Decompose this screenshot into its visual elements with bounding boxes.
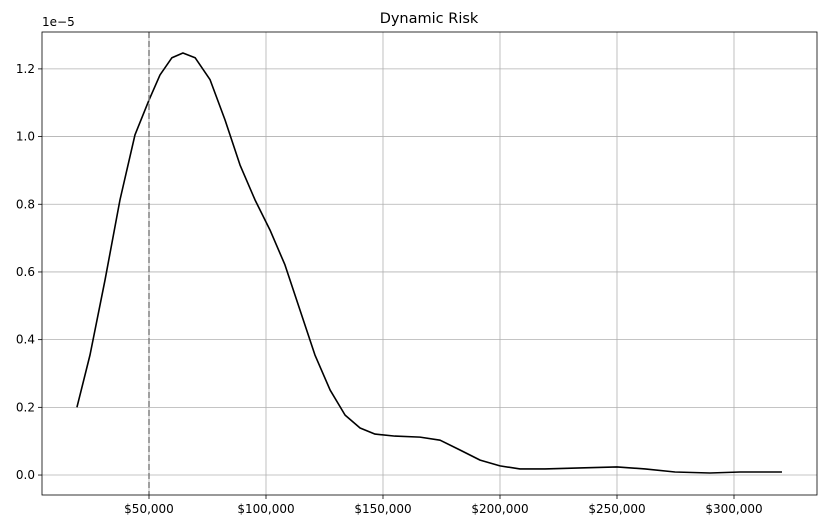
plot-frame: [41, 31, 818, 496]
x-tick-label: $200,000: [471, 502, 528, 516]
x-tick-label: $300,000: [705, 502, 762, 516]
x-tick-label: $150,000: [354, 502, 411, 516]
x-tick-label: $50,000: [124, 502, 174, 516]
y-tick-label: 0.6: [16, 265, 35, 279]
y-tick-label: 1.0: [16, 130, 35, 144]
chart-title: Dynamic Risk: [380, 11, 479, 27]
y-offset-label: 1e−5: [42, 15, 75, 29]
y-tick-label: 0.2: [16, 400, 35, 414]
y-tick-label: 1.2: [16, 62, 35, 76]
data-line: [76, 52, 782, 474]
x-tick-label: $250,000: [588, 502, 645, 516]
y-tick-label: 0.0: [16, 468, 35, 482]
y-tick-label: 0.8: [16, 197, 35, 211]
x-tick-label: $100,000: [237, 502, 294, 516]
y-tick-label: 0.4: [16, 333, 35, 347]
